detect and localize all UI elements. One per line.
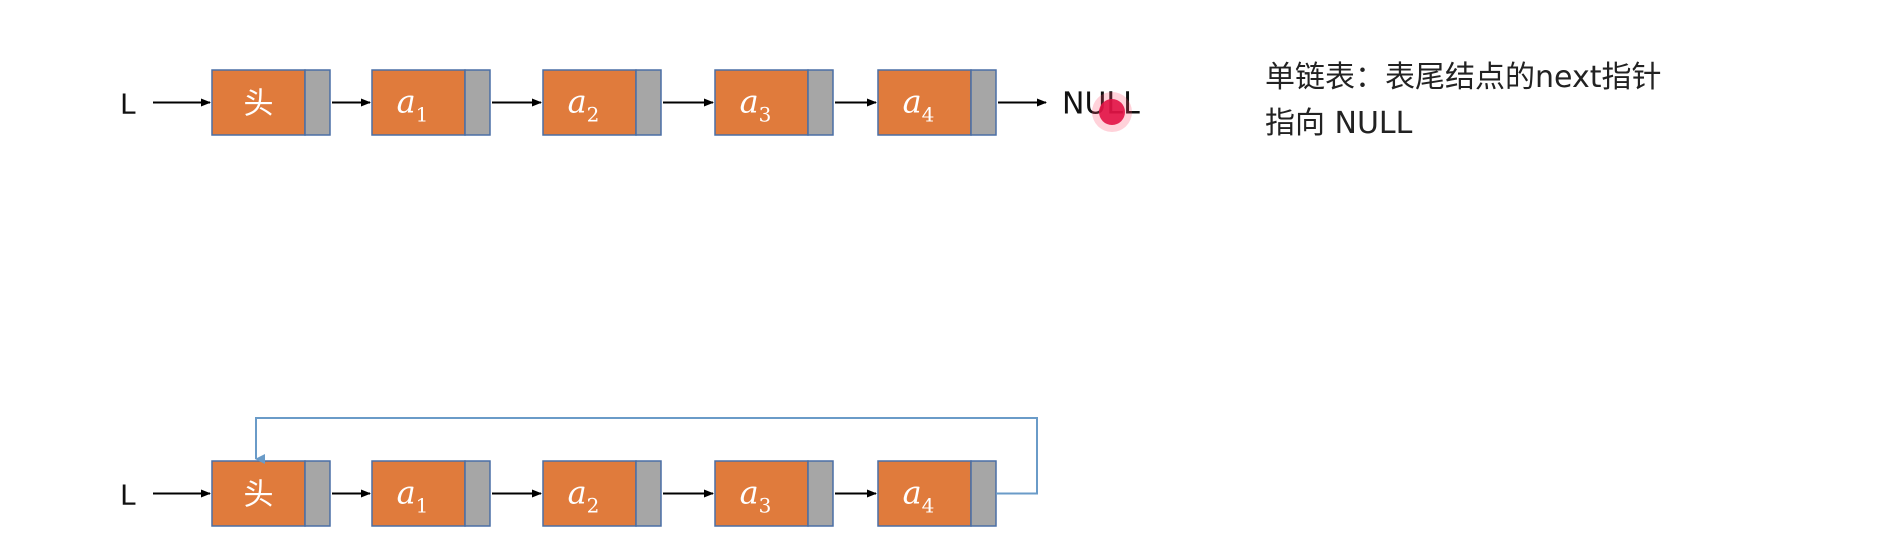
node-label: a2 xyxy=(568,474,600,518)
node-next-pointer-field xyxy=(970,460,997,527)
cursor-halo xyxy=(1092,92,1132,132)
node-next-pointer-field xyxy=(304,460,331,527)
singly-linked-list: L 头 a1 a2 a3 a4 NULL xyxy=(120,69,1140,136)
node-label: a1 xyxy=(397,83,429,127)
list-head-pointer-label: L xyxy=(120,479,136,512)
node-data-field xyxy=(211,69,306,136)
node-label: a3 xyxy=(740,83,772,127)
node-data-field xyxy=(371,69,466,136)
node-data-field xyxy=(542,69,637,136)
node-label: a2 xyxy=(568,83,600,127)
node-next-pointer-field xyxy=(635,69,662,136)
list-node: a4 xyxy=(877,69,997,136)
head-node: 头 xyxy=(211,69,331,136)
list-node: a4 xyxy=(877,460,997,527)
list-node: a3 xyxy=(714,69,834,136)
node-next-pointer-field xyxy=(635,460,662,527)
node-label: a3 xyxy=(740,474,772,518)
node-data-field xyxy=(371,460,466,527)
node-label: a1 xyxy=(397,474,429,518)
list-node: a1 xyxy=(371,69,491,136)
node-next-pointer-field xyxy=(970,69,997,136)
node-next-pointer-field xyxy=(304,69,331,136)
head-node-label: 头 xyxy=(244,478,274,513)
node-next-pointer-field xyxy=(464,460,491,527)
caption: 单链表：表尾结点的next指针 指向 NULL xyxy=(1265,55,1661,147)
node-next-pointer-field xyxy=(807,460,834,527)
node-data-field xyxy=(542,460,637,527)
caption-line-1: 单链表：表尾结点的next指针 xyxy=(1265,60,1662,95)
node-next-pointer-field xyxy=(464,69,491,136)
node-label: a4 xyxy=(903,474,935,518)
node-label: a4 xyxy=(903,83,935,127)
head-node-label: 头 xyxy=(244,87,274,122)
list-node: a2 xyxy=(542,460,662,527)
list-node: a1 xyxy=(371,460,491,527)
head-node: 头 xyxy=(211,460,331,527)
circular-return-arrow xyxy=(255,417,1038,495)
caption-line-2: 指向 NULL xyxy=(1265,106,1413,141)
mouse-cursor-icon xyxy=(1099,99,1125,125)
list-head-pointer-label: L xyxy=(120,88,136,121)
node-data-field xyxy=(877,460,972,527)
node-next-pointer-field xyxy=(807,69,834,136)
list-node: a2 xyxy=(542,69,662,136)
list-node: a3 xyxy=(714,460,834,527)
circular-linked-list: L 头 a1 a2 a3 a4 xyxy=(120,417,1038,527)
node-data-field xyxy=(877,69,972,136)
node-data-field xyxy=(714,460,809,527)
